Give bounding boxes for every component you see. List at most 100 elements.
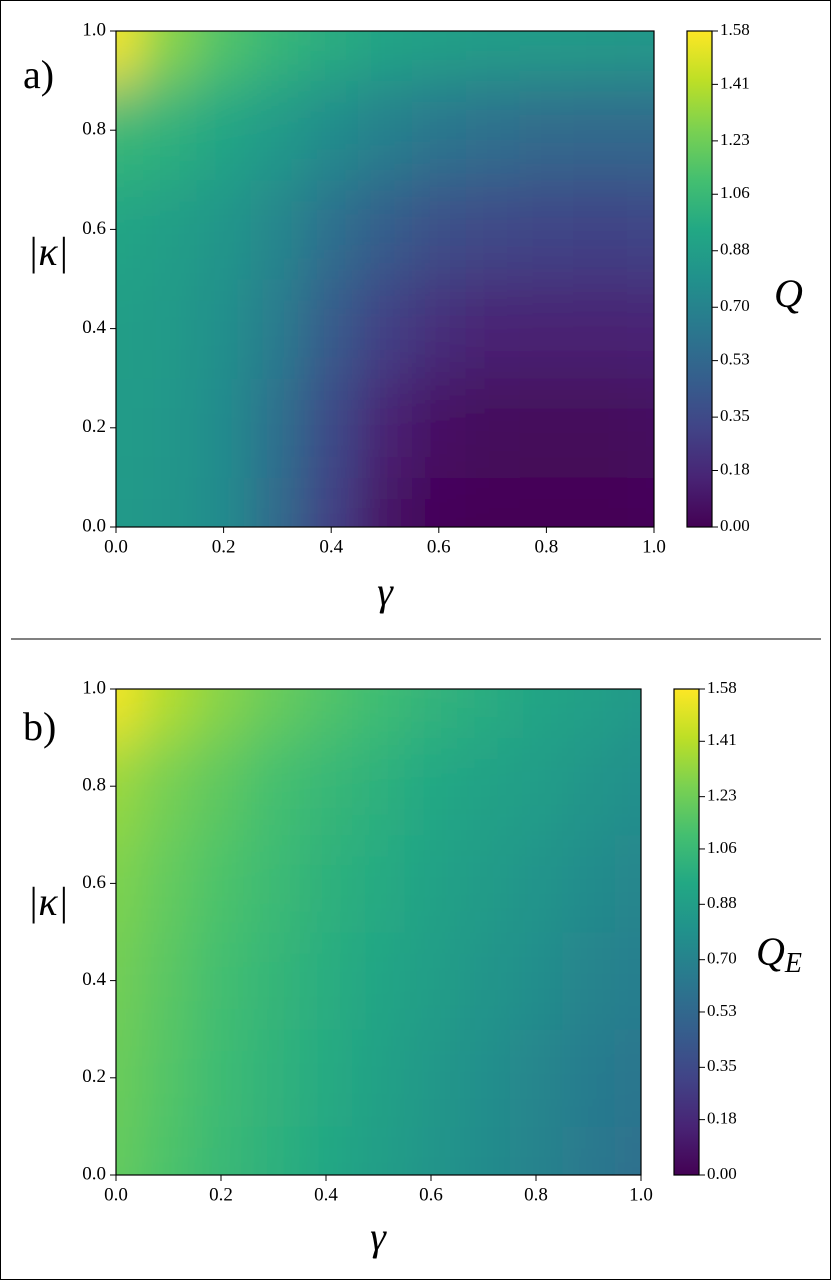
heatmap-cell bbox=[404, 737, 458, 836]
heatmap-cell bbox=[465, 477, 520, 527]
colorbar-tick-label: 0.00 bbox=[707, 1164, 737, 1183]
heatmap-cell bbox=[627, 477, 654, 527]
heatmap-cell bbox=[519, 80, 574, 181]
heatmap-cell bbox=[627, 279, 654, 379]
heatmap-cell bbox=[116, 279, 144, 379]
heatmap-cell bbox=[196, 378, 251, 478]
heatmap-cell bbox=[519, 279, 574, 379]
heatmap-cell bbox=[627, 80, 654, 181]
heatmap-cell bbox=[142, 932, 196, 1030]
colorbar-label: QE bbox=[756, 929, 802, 979]
heatmap-cell bbox=[411, 477, 467, 527]
heatmap bbox=[116, 31, 654, 527]
heatmap-cell bbox=[299, 834, 353, 933]
heatmap-cell bbox=[465, 179, 520, 280]
heatmap-cell bbox=[194, 1029, 248, 1127]
y-tick-label: 1.0 bbox=[82, 677, 106, 698]
heatmap-cell bbox=[299, 689, 353, 739]
heatmap-cell bbox=[358, 80, 413, 181]
heatmap-cell bbox=[573, 179, 628, 280]
heatmap-cell bbox=[358, 31, 413, 82]
y-tick-label: 0.2 bbox=[82, 1066, 106, 1087]
heatmap-cell bbox=[250, 279, 305, 379]
heatmap-cell bbox=[465, 279, 520, 379]
colorbar-tick-label: 1.06 bbox=[707, 838, 737, 857]
heatmap-cell bbox=[614, 737, 641, 836]
heatmap-cell bbox=[404, 932, 458, 1030]
heatmap-cell bbox=[304, 378, 359, 478]
colorbar-tick-label: 1.41 bbox=[707, 730, 737, 749]
x-tick-label: 1.0 bbox=[642, 536, 666, 557]
heatmap-cell bbox=[352, 932, 406, 1030]
heatmap-cell bbox=[142, 31, 198, 82]
heatmap-cell bbox=[411, 279, 467, 379]
y-tick-label: 0.2 bbox=[82, 416, 106, 437]
heatmap-cell bbox=[142, 737, 196, 836]
colorbar-tick-label: 1.06 bbox=[720, 183, 750, 202]
heatmap-cell bbox=[457, 932, 511, 1030]
colorbar-tick-label: 1.23 bbox=[707, 786, 737, 805]
colorbar-tick-label: 1.41 bbox=[720, 73, 750, 92]
heatmap-cell bbox=[465, 80, 520, 181]
heatmap-cell bbox=[116, 932, 143, 1030]
heatmap-cell bbox=[352, 1029, 406, 1127]
heatmap-cell bbox=[142, 834, 196, 933]
heatmap bbox=[116, 689, 641, 1175]
colorbar-label-main: Q bbox=[756, 929, 785, 974]
x-axis-label: γ bbox=[377, 569, 394, 614]
colorbar-tick-label: 1.23 bbox=[720, 130, 750, 149]
heatmap-cell bbox=[614, 1029, 641, 1127]
heatmap-cell bbox=[562, 834, 616, 933]
heatmap-cell bbox=[194, 834, 248, 933]
heatmap-cell bbox=[116, 1126, 143, 1175]
colorbar-tick-label: 1.58 bbox=[720, 20, 750, 39]
heatmap-cell bbox=[519, 179, 574, 280]
x-tick-label: 0.2 bbox=[212, 536, 236, 557]
y-tick-label: 0.8 bbox=[82, 119, 106, 140]
heatmap-cell bbox=[250, 378, 305, 478]
heatmap-cell bbox=[304, 80, 359, 181]
heatmap-cell bbox=[465, 31, 520, 82]
heatmap-cell bbox=[142, 689, 196, 739]
heatmap-cell bbox=[509, 932, 563, 1030]
heatmap-cell bbox=[250, 477, 305, 527]
heatmap-cell bbox=[509, 689, 563, 739]
heatmap-cell bbox=[519, 477, 574, 527]
x-axis-label: γ bbox=[370, 1214, 387, 1259]
heatmap-cell bbox=[457, 1029, 511, 1127]
heatmap-cell bbox=[573, 378, 628, 478]
plot-frame bbox=[115, 30, 655, 528]
heatmap-cell bbox=[142, 1126, 196, 1175]
heatmap-cell bbox=[304, 477, 359, 527]
y-tick-label: 0.6 bbox=[82, 872, 106, 893]
x-tick-label: 0.6 bbox=[419, 1184, 443, 1205]
heatmap-cell bbox=[116, 834, 143, 933]
heatmap-cell bbox=[142, 179, 198, 280]
heatmap-cell bbox=[404, 834, 458, 933]
heatmap-cell bbox=[116, 1029, 143, 1127]
heatmap-cell bbox=[194, 737, 248, 836]
y-tick-label: 0.0 bbox=[82, 1163, 106, 1184]
heatmap-cell bbox=[116, 378, 144, 478]
heatmap-cell bbox=[194, 1126, 248, 1175]
heatmap-cell bbox=[142, 1029, 196, 1127]
heatmap-cells bbox=[116, 31, 654, 527]
heatmap-cell bbox=[196, 31, 251, 82]
heatmap-cell bbox=[465, 378, 520, 478]
heatmap-cell bbox=[519, 378, 574, 478]
colorbar bbox=[673, 688, 700, 1176]
heatmap-cell bbox=[509, 834, 563, 933]
heatmap-cell bbox=[509, 737, 563, 836]
colorbar-label-subscript: E bbox=[784, 948, 802, 979]
heatmap-cell bbox=[614, 834, 641, 933]
x-tick-label: 0.4 bbox=[314, 1184, 338, 1205]
heatmap-cell bbox=[573, 477, 628, 527]
heatmap-cells bbox=[116, 689, 641, 1175]
heatmap-cell bbox=[247, 834, 301, 933]
colorbar-tick-label: 0.18 bbox=[707, 1109, 737, 1128]
colorbar-tick-label: 0.53 bbox=[707, 1001, 737, 1020]
heatmap-cell bbox=[404, 1029, 458, 1127]
heatmap-cell bbox=[299, 1029, 353, 1127]
